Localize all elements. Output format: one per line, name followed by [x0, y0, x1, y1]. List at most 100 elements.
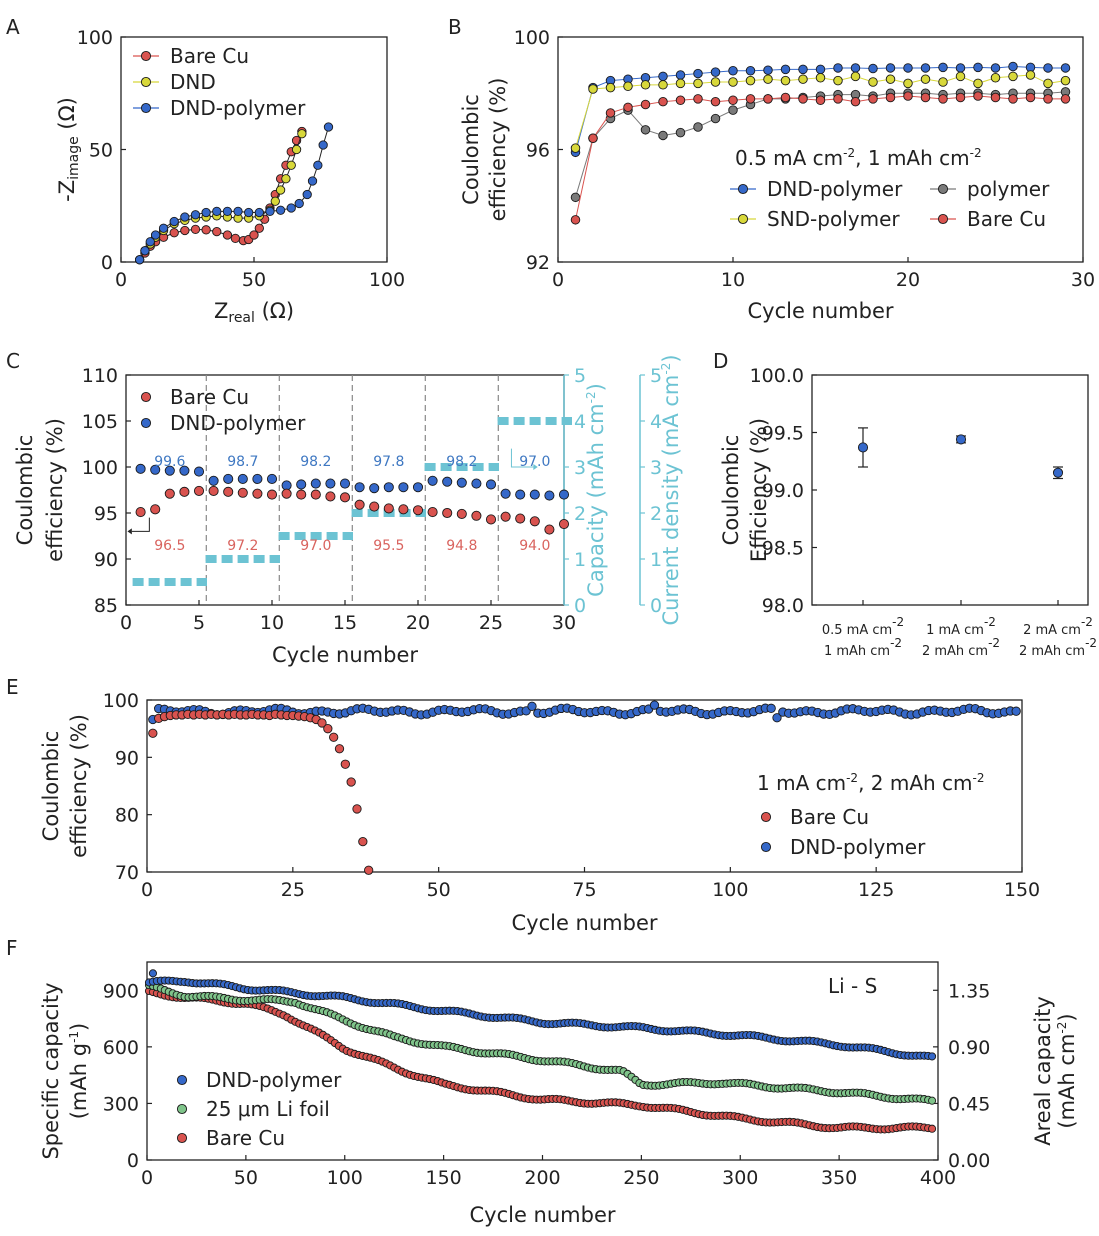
data-point — [903, 91, 913, 101]
data-point — [148, 969, 157, 978]
y-tick-label: 92 — [526, 252, 550, 274]
superscript: -2 — [973, 771, 985, 785]
x-tick-label: 15 — [333, 612, 357, 634]
data-point — [1008, 61, 1018, 72]
data-point — [135, 507, 146, 518]
data-point — [833, 75, 843, 86]
data-point — [354, 482, 365, 493]
data-point — [710, 96, 721, 107]
data-point — [302, 189, 312, 200]
y-tick-label: 100 — [82, 457, 118, 479]
legend-item: Bare Cu — [760, 805, 869, 829]
panel-e: E 0 25 50 75 100 125 150 70 80 90 100 Cycle number Co… — [6, 675, 1040, 935]
data-point — [310, 489, 321, 500]
y2-tick-label: 1.35 — [948, 980, 990, 1002]
data-point — [291, 144, 302, 155]
data-point — [675, 78, 686, 89]
y-tick-label: 100 — [103, 690, 139, 712]
data-point — [318, 140, 328, 150]
data-point — [850, 96, 861, 107]
y2-tick-label: 0.90 — [948, 1037, 990, 1059]
panel-label-b: B — [448, 15, 462, 39]
data-point — [334, 744, 345, 754]
legend-marker — [937, 183, 949, 195]
data-point — [297, 129, 307, 139]
text-span: 2 mAh cm — [1019, 644, 1085, 659]
x-tick-label: 400 — [920, 1167, 956, 1189]
data-point — [193, 485, 205, 496]
capacity-tick-label: 3 — [574, 457, 586, 479]
legend-item: polymer — [930, 177, 1050, 201]
legend-marker — [176, 1074, 188, 1086]
data-point — [252, 488, 263, 499]
data-point — [354, 499, 365, 510]
legend-label: DND-polymer — [170, 411, 306, 435]
data-point — [237, 487, 248, 498]
arrow-left — [131, 517, 150, 532]
data-point — [148, 728, 158, 738]
data-point — [1043, 63, 1053, 73]
data-point — [544, 524, 555, 535]
y-tick-label: 98.5 — [762, 538, 804, 560]
legend-item: DND-polymer — [176, 1068, 342, 1092]
category-label-line1: 1 mA cm-2 — [926, 615, 996, 638]
superscript: -2 — [1055, 1022, 1069, 1034]
data-point — [693, 122, 703, 132]
legend-marker — [760, 811, 772, 823]
panel-label-e: E — [6, 675, 19, 699]
average-label-dnd: 99.6 — [154, 454, 185, 470]
average-label-bare: 97.0 — [300, 538, 331, 554]
legend-label: polymer — [967, 177, 1050, 201]
data-point — [955, 71, 966, 82]
data-point — [323, 122, 334, 132]
average-label-bare: 96.5 — [154, 538, 185, 554]
data-point — [150, 504, 161, 515]
text-span: 1 mA cm — [757, 771, 846, 795]
data-point — [294, 198, 304, 209]
y-tick-label: 900 — [103, 980, 139, 1002]
category-label-line2: 1 mAh cm-2 — [824, 636, 902, 659]
text-span: , 1 mAh cm — [855, 146, 969, 170]
y-tick-label: 300 — [103, 1093, 139, 1115]
data-point — [529, 489, 540, 500]
category-label-line2: 2 mAh cm-2 — [1019, 636, 1097, 659]
superscript: -2 — [984, 615, 996, 629]
data-point — [310, 478, 321, 489]
data-point — [1052, 467, 1064, 478]
data-point — [180, 225, 190, 236]
legend-label: Bare Cu — [170, 44, 249, 68]
plot-frame — [811, 374, 1089, 606]
y-tick-label: 99.0 — [762, 480, 804, 502]
legend-item: Bare Cu — [133, 44, 249, 68]
y-tick-label: 95 — [94, 503, 118, 525]
current-tick-label: 3 — [650, 457, 662, 479]
y-tick-label: 90 — [94, 549, 118, 571]
capacity-tick-label: 2 — [574, 503, 586, 525]
current-axis-title: Current density (mA cm-2) — [659, 354, 683, 625]
x-tick-label: 25 — [479, 612, 503, 634]
text-span: ) — [1055, 1013, 1079, 1021]
data-point — [190, 210, 201, 220]
data-point — [1011, 706, 1021, 716]
data-point — [296, 479, 307, 490]
text-span: ) — [584, 383, 608, 391]
data-point — [281, 174, 291, 184]
data-point — [364, 865, 374, 875]
text-span: ) — [67, 1023, 91, 1031]
data-point — [352, 804, 362, 814]
data-point — [885, 92, 896, 103]
text-span: 2 mA cm — [1023, 623, 1081, 638]
data-point — [339, 478, 351, 489]
capacity-axis-title: Capacity (mAh cm-2) — [584, 383, 608, 597]
data-point — [527, 701, 537, 711]
current-tick-label: 0 — [650, 595, 662, 617]
text-span: 1 mAh cm — [824, 644, 890, 659]
data-point — [570, 192, 581, 203]
x-tick-label: 0 — [120, 612, 132, 634]
x-tick-label: 75 — [572, 879, 596, 901]
data-point — [212, 226, 222, 237]
y-tick-label: 98.0 — [762, 595, 804, 617]
superscript: -2 — [892, 615, 904, 629]
data-point — [233, 206, 243, 217]
y-axis-title-line2: (mAh g-1) — [67, 1023, 91, 1120]
